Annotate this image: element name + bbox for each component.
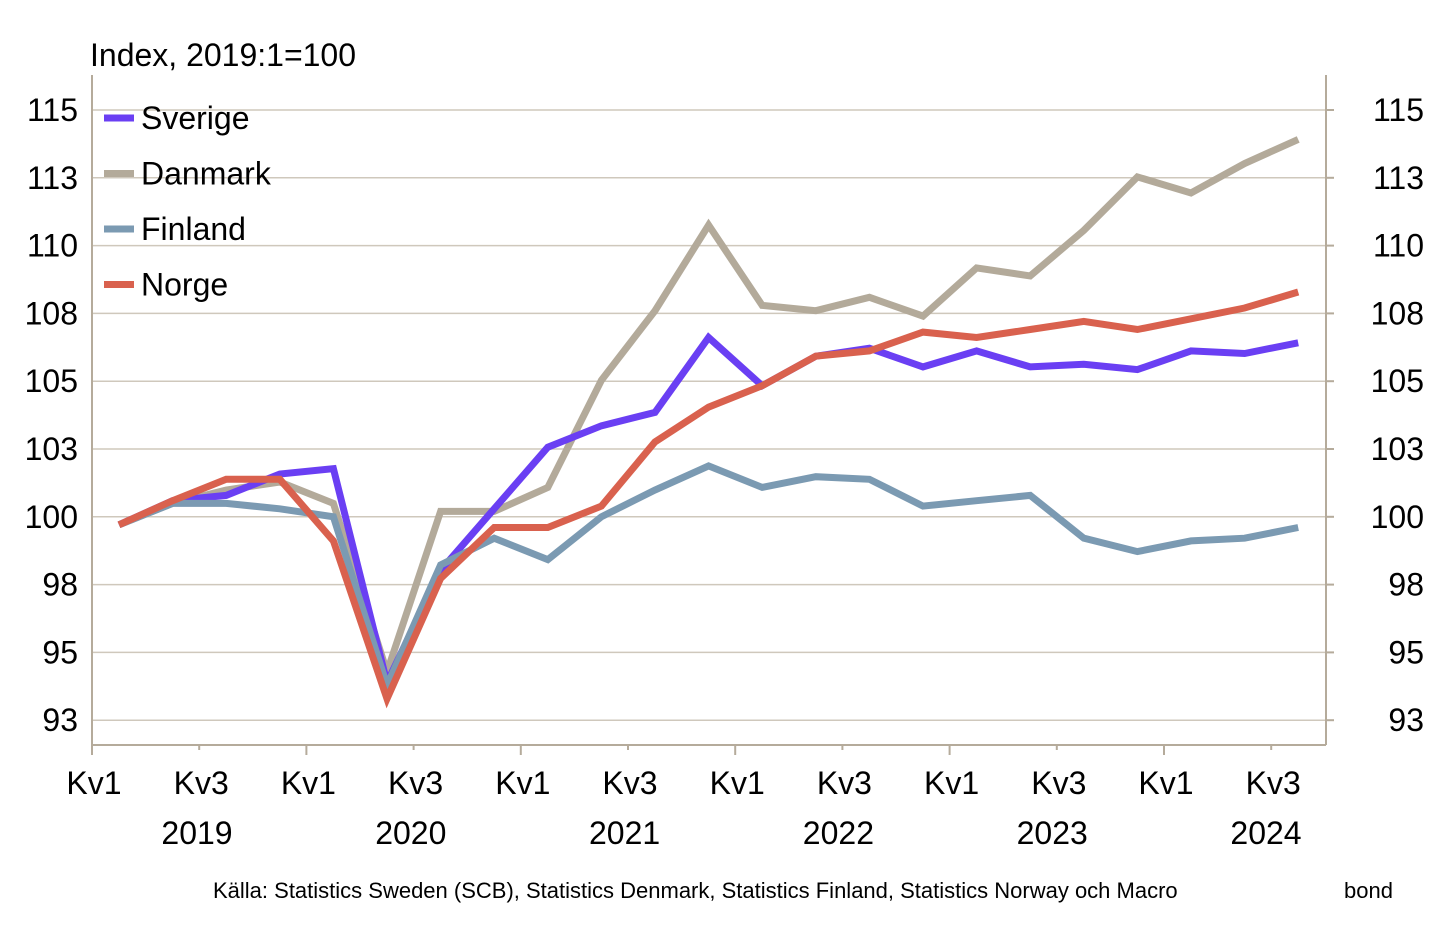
y-tick-label-left: 100	[25, 499, 78, 535]
x-year-label: 2019	[161, 815, 232, 851]
y-tick-label-right: 98	[1388, 567, 1424, 603]
x-tick-label: Kv3	[602, 765, 657, 801]
x-year-label: 2024	[1230, 815, 1301, 851]
x-year-label: 2021	[589, 815, 660, 851]
x-tick-label: Kv1	[1138, 765, 1193, 801]
y-tick-label-left: 105	[25, 363, 78, 399]
x-tick-label: Kv1	[66, 765, 121, 801]
legend-label-sverige: Sverige	[141, 100, 250, 136]
series-lines	[117, 136, 1300, 709]
y-tick-label-right: 115	[1373, 92, 1424, 128]
x-tick-label: Kv1	[281, 765, 336, 801]
x-tick-label: Kv1	[710, 765, 765, 801]
y-tick-label-left: 93	[42, 702, 78, 738]
x-ticks	[91, 745, 1273, 755]
y-tick-labels-right: 115 113 110 108 105 103 100 98 95 93	[1371, 92, 1424, 738]
y-tick-label-left: 113	[27, 160, 78, 196]
y-tick-label-right: 113	[1373, 160, 1424, 196]
source-label: Källa: Statistics Sweden (SCB), Statisti…	[213, 878, 1178, 903]
x-tick-label: Kv3	[174, 765, 229, 801]
x-tick-label: Kv3	[388, 765, 443, 801]
x-quarter-labels: Kv1 Kv3 Kv1 Kv3 Kv1 Kv3 Kv1 Kv3 Kv1 Kv3 Kv1 Kv3	[66, 765, 1300, 801]
series-line-finland	[117, 462, 1299, 696]
y-tick-label-right: 110	[1373, 228, 1424, 264]
y-tick-label-right: 108	[1371, 295, 1424, 331]
series-line-norge	[117, 288, 1300, 709]
y-tick-labels-left: 115 113 110 108 105 103 100 98 95 93	[25, 92, 78, 738]
x-year-label: 2020	[375, 815, 446, 851]
y-tick-label-left: 95	[42, 634, 78, 670]
source-label-tail: bond	[1344, 878, 1393, 903]
x-year-labels: 2019 2020 2021 2022 2023 2024	[161, 815, 1301, 851]
y-tick-label-left: 103	[25, 431, 78, 467]
legend-label-norge: Norge	[141, 267, 228, 303]
unit-label: Index, 2019:1=100	[90, 37, 356, 73]
legend: Sverige Danmark Finland Norge	[104, 100, 272, 303]
y-tick-label-right: 93	[1388, 702, 1424, 738]
axes	[91, 75, 1327, 746]
x-tick-label: Kv3	[1031, 765, 1086, 801]
gridlines	[92, 109, 1334, 722]
legend-label-finland: Finland	[141, 211, 246, 247]
x-tick-label: Kv1	[495, 765, 550, 801]
y-tick-label-right: 95	[1388, 634, 1424, 670]
y-tick-label-left: 108	[25, 295, 78, 331]
y-tick-label-left: 98	[42, 567, 78, 603]
y-tick-label-right: 103	[1371, 431, 1424, 467]
series-line-sverige	[117, 332, 1299, 693]
x-tick-label: Kv3	[817, 765, 872, 801]
x-year-label: 2022	[803, 815, 874, 851]
y-tick-label-left: 110	[27, 228, 78, 264]
series-line-danmark	[117, 136, 1300, 684]
x-year-label: 2023	[1017, 815, 1088, 851]
y-tick-label-right: 100	[1371, 499, 1424, 535]
y-tick-label-right: 105	[1371, 363, 1424, 399]
x-tick-label: Kv1	[924, 765, 979, 801]
legend-label-danmark: Danmark	[141, 156, 272, 192]
x-tick-label: Kv3	[1246, 765, 1301, 801]
y-tick-label-left: 115	[27, 92, 78, 128]
